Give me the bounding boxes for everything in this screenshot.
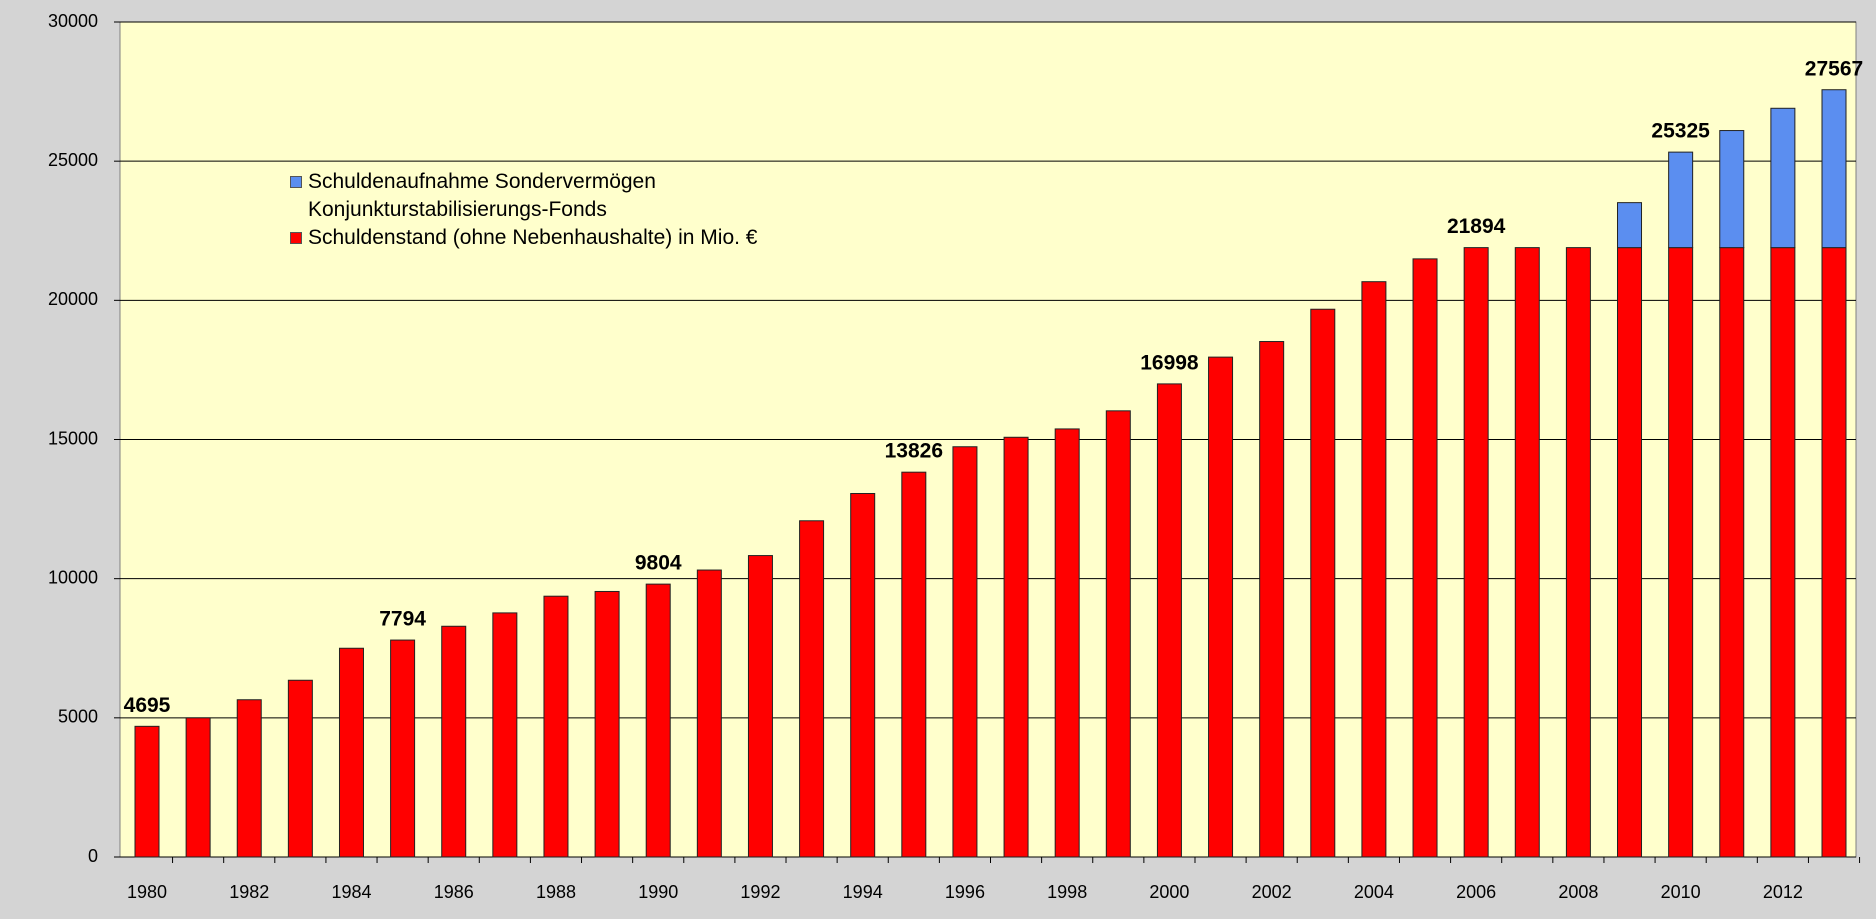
x-tick-label: 2008: [1558, 882, 1598, 902]
x-tick-label: 1980: [127, 882, 167, 902]
data-label: 21894: [1447, 215, 1506, 238]
bar-segment: [1361, 281, 1387, 858]
x-tick-label: 1994: [843, 882, 883, 902]
x-tick-label: 1992: [740, 882, 780, 902]
bar-segment: [1821, 247, 1847, 858]
y-tick-label: 10000: [48, 567, 98, 587]
bar-segment: [1770, 247, 1796, 858]
y-tick-label: 5000: [58, 707, 98, 727]
x-tick-label: 2010: [1661, 882, 1701, 902]
data-label: 13826: [885, 440, 943, 463]
x-tick-label: 2006: [1456, 882, 1496, 902]
bar-segment: [1565, 247, 1591, 858]
bar-segment: [236, 699, 262, 858]
x-tick-label: 1984: [331, 882, 371, 902]
bar-segment: [338, 647, 364, 858]
bar-segment: [901, 471, 927, 858]
x-tick-label: 1996: [945, 882, 985, 902]
x-tick-label: 2012: [1763, 882, 1803, 902]
bar-segment: [390, 639, 416, 858]
bar-segment: [594, 590, 620, 858]
y-tick-label: 30000: [48, 11, 98, 31]
bar-segment: [850, 492, 876, 858]
bar-segment: [1463, 247, 1489, 858]
bar-segment: [1668, 247, 1694, 858]
x-tick-label: 1982: [229, 882, 269, 902]
data-label: 7794: [379, 608, 426, 631]
y-tick-label: 25000: [48, 150, 98, 170]
data-label: 16998: [1140, 351, 1199, 374]
x-tick-label: 1988: [536, 882, 576, 902]
bar-segment: [134, 725, 160, 858]
bar-segment: [543, 595, 569, 858]
bar-segment: [1259, 341, 1285, 858]
bar-segment: [1412, 258, 1438, 858]
legend-label: Schuldenstand (ohne Nebenhaushalte) in M…: [308, 226, 758, 249]
bar-segment: [441, 625, 467, 858]
x-tick-label: 1990: [638, 882, 678, 902]
data-label: 25325: [1651, 120, 1710, 143]
y-tick-label: 15000: [48, 428, 98, 448]
bar-segment: [952, 446, 978, 858]
x-tick-label: 1998: [1047, 882, 1087, 902]
bar-segment: [1821, 89, 1847, 249]
bar-segment: [799, 520, 825, 858]
bar-segment: [1156, 383, 1182, 858]
bar-segment: [645, 583, 671, 858]
legend-label: Schuldenaufnahme Sondervermögen Konjunkt…: [308, 170, 656, 221]
bar-segment: [492, 612, 518, 858]
legend-item: Schuldenaufnahme Sondervermögen Konjunkt…: [290, 168, 820, 224]
bar-segment: [747, 555, 773, 858]
bar-segment: [1719, 130, 1745, 249]
data-label: 27567: [1805, 57, 1863, 80]
bar-segment: [1310, 308, 1336, 858]
legend: Schuldenaufnahme Sondervermögen Konjunkt…: [290, 168, 820, 252]
bar-segment: [1617, 202, 1643, 249]
x-tick-label: 2000: [1149, 882, 1189, 902]
bar-segment: [1514, 247, 1540, 858]
legend-item: Schuldenstand (ohne Nebenhaushalte) in M…: [290, 224, 820, 252]
y-tick-label: 0: [88, 846, 98, 866]
bar-segment: [1208, 356, 1234, 858]
bar-segment: [1105, 410, 1131, 858]
legend-swatch: [290, 176, 302, 188]
bar-segment: [1770, 107, 1796, 249]
data-label: 4695: [124, 694, 171, 717]
legend-swatch: [290, 232, 302, 244]
bar-segment: [1003, 436, 1029, 858]
bar-segment: [185, 717, 211, 858]
bar-segment: [1668, 151, 1694, 249]
data-label: 9804: [635, 552, 682, 575]
bar-segment: [1054, 428, 1080, 858]
x-tick-label: 1986: [434, 882, 474, 902]
y-tick-label: 20000: [48, 289, 98, 309]
x-tick-label: 2002: [1252, 882, 1292, 902]
bar-segment: [287, 679, 313, 858]
bar-segment: [696, 569, 722, 858]
bar-segment: [1719, 247, 1745, 858]
bar-segment: [1617, 247, 1643, 858]
x-tick-label: 2004: [1354, 882, 1394, 902]
